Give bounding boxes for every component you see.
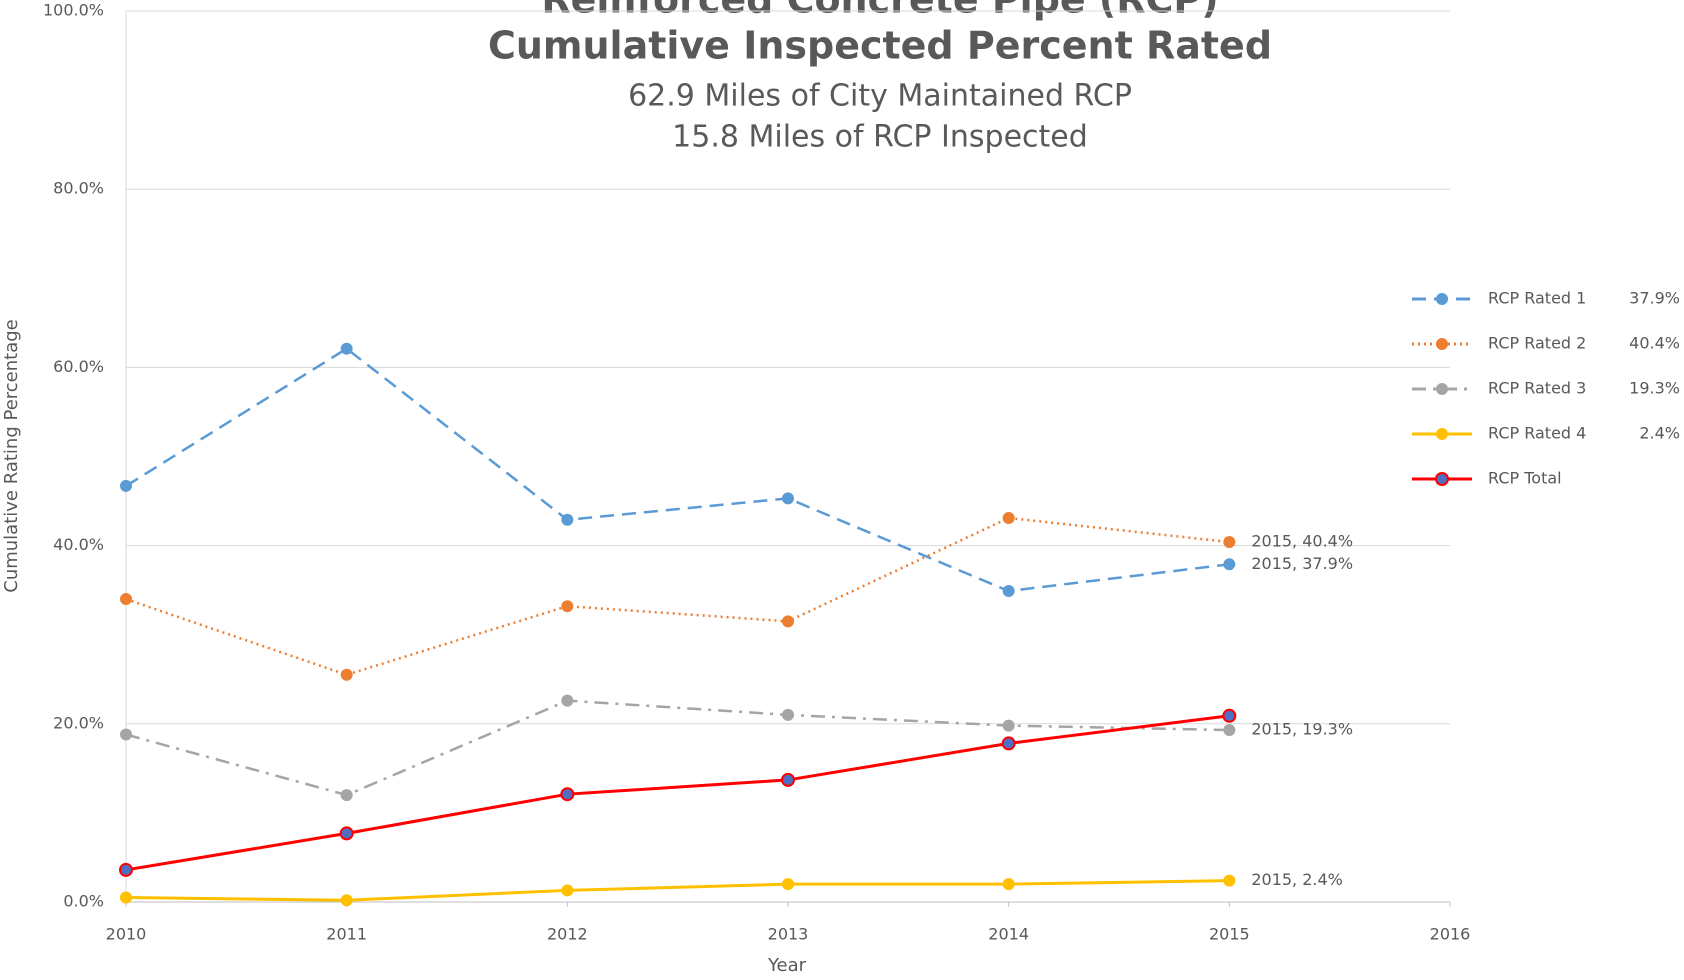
series-marker	[1002, 719, 1015, 732]
legend-label: RCP Total	[1488, 469, 1562, 488]
y-axis-label: Cumulative Rating Percentage	[1, 319, 22, 592]
x-tick-label: 2011	[326, 925, 367, 944]
series-marker	[1002, 511, 1015, 524]
series-line	[125, 347, 1230, 593]
series-marker	[781, 772, 795, 787]
series-marker	[120, 728, 132, 741]
legend-value: 40.4%	[1629, 334, 1680, 353]
chart-subtitle: 15.8 Miles of RCP Inspected	[672, 120, 1088, 155]
series-marker	[1222, 708, 1237, 723]
y-tick-label: 20.0%	[53, 713, 104, 732]
series-marker	[561, 513, 574, 526]
series-marker	[782, 615, 794, 628]
series-marker	[340, 894, 353, 907]
series-marker	[561, 600, 574, 613]
series-marker	[1223, 874, 1236, 887]
x-axis-label: Year	[767, 955, 807, 976]
x-tick-label: 2014	[988, 925, 1029, 944]
legend-value: 2.4%	[1639, 424, 1680, 443]
series-marker	[561, 694, 574, 707]
series-marker	[340, 668, 353, 681]
series-marker	[1001, 736, 1016, 751]
series-marker	[120, 891, 132, 904]
y-tick-label: 40.0%	[53, 535, 104, 554]
series-marker	[1002, 585, 1015, 598]
series-marker	[560, 787, 575, 802]
legend-label: RCP Rated 2	[1488, 334, 1586, 353]
legend-marker	[1436, 293, 1448, 305]
series-marker	[120, 593, 132, 606]
series-marker	[340, 342, 353, 355]
y-tick-label: 100.0%	[43, 1, 104, 20]
legend-label: RCP Rated 1	[1488, 289, 1586, 308]
series-line	[125, 879, 1230, 902]
legend-marker	[1436, 428, 1448, 440]
legend-marker	[1436, 338, 1448, 350]
legend-marker	[1435, 472, 1449, 486]
legend-value: 19.3%	[1629, 379, 1680, 398]
series-line	[125, 714, 1230, 872]
legend-marker	[1436, 383, 1448, 395]
y-tick-label: 60.0%	[53, 357, 104, 376]
legend-label: RCP Rated 4	[1488, 424, 1586, 443]
series-line	[125, 699, 1230, 797]
data-label: 2015, 2.4%	[1251, 870, 1343, 889]
series-marker	[1223, 724, 1236, 737]
series-marker	[782, 492, 794, 505]
series-marker	[1002, 878, 1015, 891]
data-label: 2015, 37.9%	[1251, 554, 1353, 573]
series-marker	[1223, 558, 1236, 571]
legend-label: RCP Rated 3	[1488, 379, 1586, 398]
series-marker	[782, 708, 794, 721]
series-line	[125, 516, 1230, 677]
x-tick-label: 2013	[768, 925, 809, 944]
x-tick-label: 2016	[1430, 925, 1471, 944]
series-marker	[561, 884, 574, 897]
x-tick-label: 2015	[1209, 925, 1250, 944]
series-marker	[120, 479, 132, 492]
x-tick-label: 2012	[547, 925, 588, 944]
y-tick-label: 80.0%	[53, 179, 104, 198]
series-marker	[340, 789, 353, 802]
y-tick-label: 0.0%	[63, 892, 104, 911]
x-tick-label: 2010	[106, 925, 147, 944]
data-label: 2015, 19.3%	[1251, 720, 1353, 739]
data-label: 2015, 40.4%	[1251, 532, 1353, 551]
chart-title: Cumulative Inspected Percent Rated	[488, 24, 1272, 68]
series-marker	[119, 862, 133, 877]
legend-value: 37.9%	[1629, 289, 1680, 308]
chart-subtitle: 62.9 Miles of City Maintained RCP	[628, 79, 1132, 114]
series-marker	[1223, 536, 1236, 549]
series-marker	[782, 878, 794, 891]
series-marker	[339, 826, 354, 841]
